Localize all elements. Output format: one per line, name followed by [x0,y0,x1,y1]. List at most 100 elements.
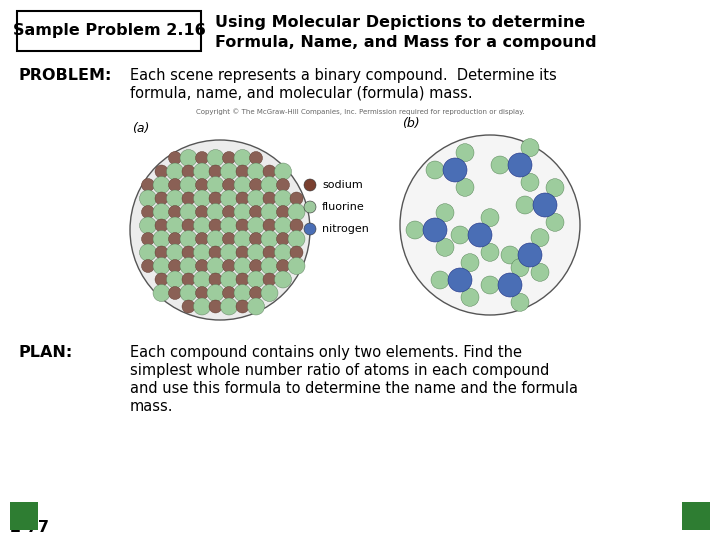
Circle shape [501,246,519,264]
Circle shape [236,300,249,313]
Circle shape [155,165,168,178]
Text: (b): (b) [402,117,420,130]
Circle shape [443,158,467,182]
Circle shape [140,244,156,261]
Circle shape [250,233,263,246]
Circle shape [234,150,251,166]
Circle shape [436,238,454,256]
Circle shape [250,179,263,192]
Text: formula, name, and molecular (formula) mass.: formula, name, and molecular (formula) m… [130,86,472,101]
Circle shape [511,293,529,312]
Circle shape [168,287,181,300]
Circle shape [248,217,264,234]
Circle shape [236,192,249,205]
Circle shape [248,271,264,288]
FancyBboxPatch shape [682,502,710,530]
Circle shape [207,204,224,220]
Circle shape [276,206,289,219]
Text: Copyright © The McGraw-Hill Companies, Inc. Permission required for reproduction: Copyright © The McGraw-Hill Companies, I… [196,108,524,114]
Circle shape [274,271,292,288]
Circle shape [209,165,222,178]
Circle shape [222,152,235,165]
Circle shape [234,258,251,274]
Circle shape [304,201,316,213]
Circle shape [274,190,292,207]
Circle shape [263,246,276,259]
Circle shape [194,190,210,207]
Circle shape [263,192,276,205]
Circle shape [166,271,184,288]
Circle shape [304,223,316,235]
Circle shape [274,244,292,261]
Circle shape [518,243,542,267]
Circle shape [222,179,235,192]
Circle shape [498,273,522,297]
Circle shape [250,152,263,165]
Circle shape [234,177,251,193]
Circle shape [196,152,209,165]
Circle shape [182,246,195,259]
Circle shape [451,226,469,244]
Text: mass.: mass. [130,399,174,414]
Circle shape [155,192,168,205]
Circle shape [531,264,549,281]
Circle shape [180,285,197,301]
Circle shape [168,179,181,192]
Circle shape [521,173,539,191]
Circle shape [546,213,564,231]
Circle shape [207,285,224,301]
Circle shape [194,298,210,315]
Circle shape [250,260,263,273]
Text: Using Molecular Depictions to determine: Using Molecular Depictions to determine [215,15,585,30]
Circle shape [288,231,305,247]
Circle shape [182,273,195,286]
Circle shape [220,244,238,261]
Circle shape [400,135,580,315]
Text: 2-77: 2-77 [10,520,50,535]
Circle shape [207,258,224,274]
Circle shape [220,298,238,315]
Circle shape [194,244,210,261]
Circle shape [261,285,278,301]
Circle shape [180,204,197,220]
Circle shape [196,179,209,192]
Circle shape [288,204,305,220]
Circle shape [248,163,264,180]
Circle shape [209,300,222,313]
Circle shape [236,273,249,286]
Circle shape [153,285,170,301]
Circle shape [248,190,264,207]
Circle shape [140,190,156,207]
Circle shape [248,244,264,261]
Circle shape [261,204,278,220]
Circle shape [180,258,197,274]
Circle shape [140,217,156,234]
Circle shape [194,217,210,234]
Circle shape [436,204,454,222]
Circle shape [209,192,222,205]
Circle shape [207,150,224,166]
Circle shape [261,258,278,274]
Circle shape [290,219,303,232]
Circle shape [155,273,168,286]
Circle shape [153,231,170,247]
Circle shape [461,288,479,306]
Circle shape [182,192,195,205]
Circle shape [153,177,170,193]
Circle shape [431,271,449,289]
Text: Each compound contains only two elements. Find the: Each compound contains only two elements… [130,345,522,360]
Circle shape [236,165,249,178]
Circle shape [182,219,195,232]
Circle shape [220,190,238,207]
Circle shape [263,219,276,232]
Circle shape [304,179,316,191]
Circle shape [461,254,479,272]
Circle shape [236,219,249,232]
Circle shape [207,231,224,247]
Circle shape [234,285,251,301]
Circle shape [130,140,310,320]
Circle shape [220,271,238,288]
Circle shape [196,287,209,300]
Circle shape [468,223,492,247]
Circle shape [168,233,181,246]
